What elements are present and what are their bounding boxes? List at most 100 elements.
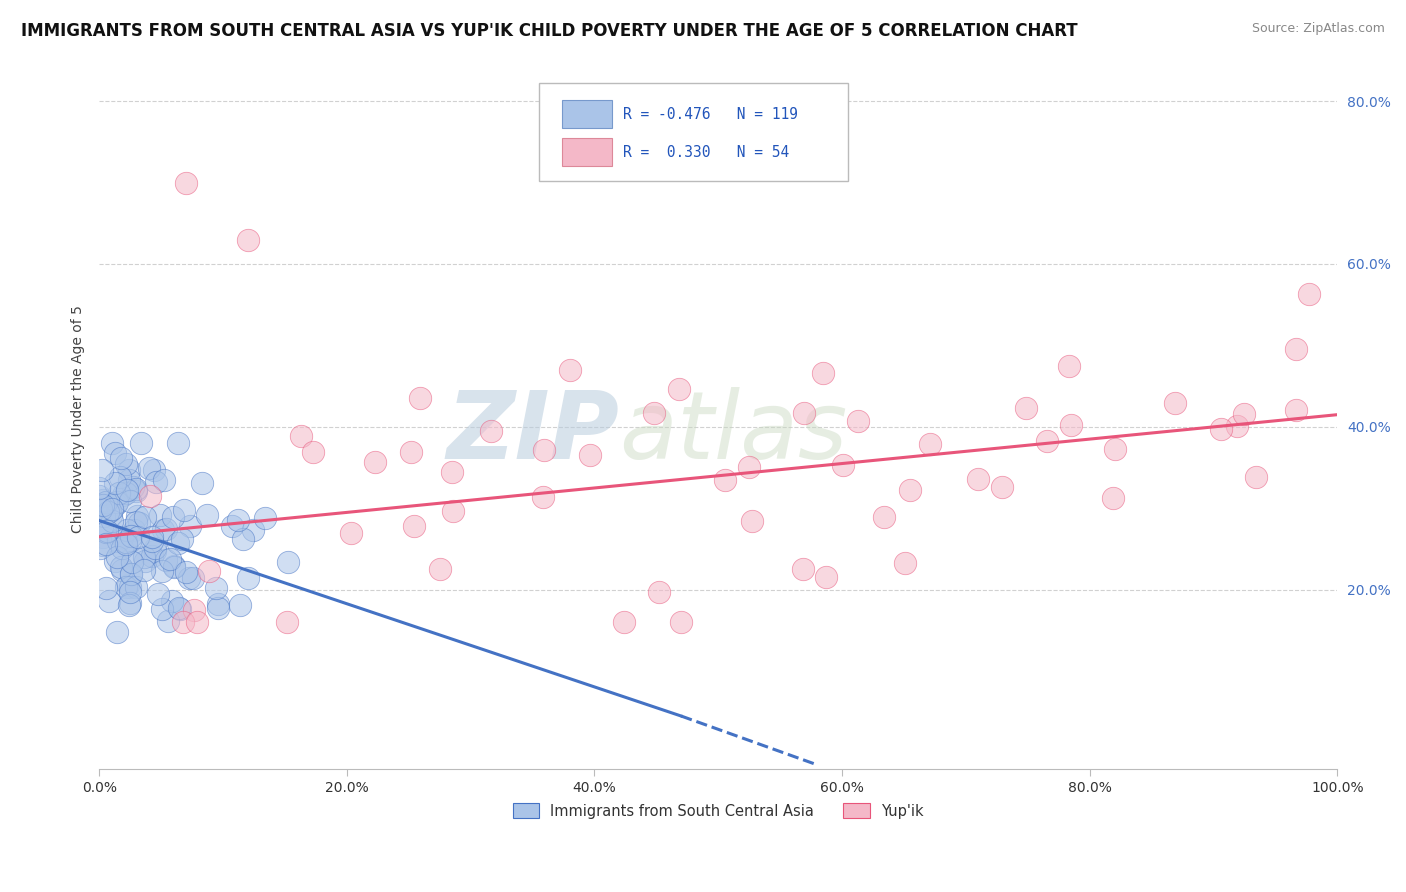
- Point: [145, 544, 167, 558]
- Point: [169, 602, 191, 616]
- Point: [134, 563, 156, 577]
- Point: [139, 489, 162, 503]
- Point: [96, 524, 118, 538]
- Point: [1057, 359, 1080, 374]
- Point: [127, 530, 149, 544]
- Point: [91, 538, 114, 552]
- Point: [117, 598, 139, 612]
- Point: [643, 406, 665, 420]
- Point: [156, 614, 179, 628]
- Point: [221, 519, 243, 533]
- Point: [159, 551, 181, 566]
- Point: [94, 537, 117, 551]
- Point: [138, 461, 160, 475]
- Point: [117, 577, 139, 591]
- Point: [94, 582, 117, 596]
- Point: [242, 523, 264, 537]
- Point: [107, 534, 129, 549]
- Point: [122, 524, 145, 538]
- Point: [831, 458, 853, 472]
- FancyBboxPatch shape: [562, 101, 612, 128]
- Point: [1164, 396, 1187, 410]
- Point: [1233, 407, 1256, 421]
- Point: [668, 382, 690, 396]
- Point: [122, 549, 145, 563]
- Point: [146, 587, 169, 601]
- Point: [155, 553, 177, 567]
- Point: [108, 469, 131, 483]
- Point: [191, 476, 214, 491]
- Point: [150, 602, 173, 616]
- Point: [302, 444, 325, 458]
- Point: [118, 473, 141, 487]
- Point: [90, 518, 112, 533]
- Point: [1104, 442, 1126, 456]
- Point: [111, 563, 134, 577]
- Point: [91, 531, 114, 545]
- Point: [118, 596, 141, 610]
- Point: [176, 565, 198, 579]
- Point: [1036, 434, 1059, 448]
- Point: [669, 615, 692, 630]
- Text: ZIP: ZIP: [446, 387, 619, 479]
- Point: [738, 460, 761, 475]
- Point: [873, 509, 896, 524]
- Point: [900, 483, 922, 498]
- Point: [409, 392, 432, 406]
- Point: [110, 560, 132, 574]
- Point: [339, 526, 361, 541]
- Point: [1298, 287, 1320, 301]
- Point: [152, 473, 174, 487]
- Point: [93, 509, 115, 524]
- Point: [107, 486, 129, 500]
- Point: [1102, 491, 1125, 505]
- Point: [141, 549, 163, 563]
- Point: [96, 525, 118, 540]
- Point: [143, 541, 166, 555]
- Point: [91, 498, 114, 512]
- Point: [120, 534, 142, 549]
- Point: [399, 444, 422, 458]
- Point: [115, 537, 138, 551]
- Point: [114, 581, 136, 595]
- Y-axis label: Child Poverty Under the Age of 5: Child Poverty Under the Age of 5: [72, 305, 86, 533]
- Point: [290, 429, 312, 443]
- Point: [134, 510, 156, 524]
- Point: [163, 559, 186, 574]
- Point: [846, 414, 869, 428]
- Point: [107, 624, 129, 639]
- Point: [647, 585, 669, 599]
- Point: [205, 581, 228, 595]
- Text: R =  0.330   N = 54: R = 0.330 N = 54: [623, 145, 789, 160]
- Point: [91, 493, 114, 508]
- Point: [172, 532, 194, 546]
- Point: [814, 570, 837, 584]
- Point: [101, 502, 124, 516]
- Point: [118, 493, 141, 508]
- Point: [167, 601, 190, 615]
- Point: [125, 482, 148, 496]
- Point: [793, 406, 815, 420]
- Point: [89, 541, 111, 556]
- Text: R = -0.476   N = 119: R = -0.476 N = 119: [623, 107, 799, 122]
- Point: [100, 508, 122, 522]
- Point: [195, 508, 218, 523]
- Point: [141, 534, 163, 549]
- Point: [364, 455, 387, 469]
- Legend: Immigrants from South Central Asia, Yup'ik: Immigrants from South Central Asia, Yup'…: [506, 797, 929, 825]
- Point: [167, 436, 190, 450]
- Point: [115, 486, 138, 500]
- Point: [97, 505, 120, 519]
- Text: IMMIGRANTS FROM SOUTH CENTRAL ASIA VS YUP'IK CHILD POVERTY UNDER THE AGE OF 5 CO: IMMIGRANTS FROM SOUTH CENTRAL ASIA VS YU…: [21, 22, 1078, 40]
- Point: [125, 484, 148, 499]
- Point: [232, 532, 254, 546]
- Point: [150, 565, 173, 579]
- Point: [613, 615, 636, 630]
- Point: [229, 598, 252, 612]
- Point: [121, 555, 143, 569]
- Point: [531, 490, 554, 504]
- Point: [100, 504, 122, 518]
- Point: [142, 463, 165, 477]
- Point: [1284, 403, 1306, 417]
- Point: [967, 472, 990, 486]
